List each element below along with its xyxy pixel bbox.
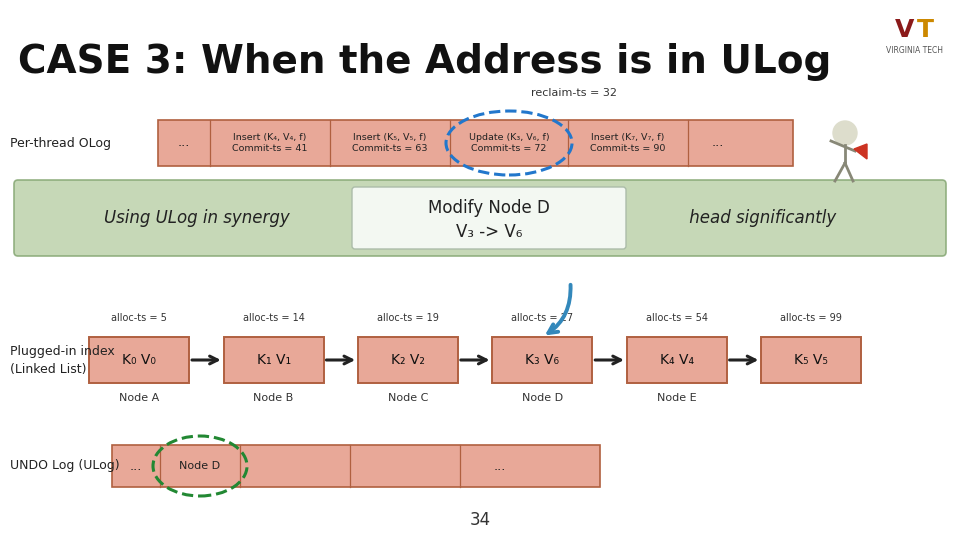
- FancyBboxPatch shape: [352, 187, 626, 249]
- Text: K₀ V₀: K₀ V₀: [122, 353, 156, 367]
- Text: alloc-ts = 54: alloc-ts = 54: [646, 313, 708, 323]
- FancyBboxPatch shape: [627, 337, 727, 383]
- Text: Update (K₃, V₆, f)
Commit-ts = 72: Update (K₃, V₆, f) Commit-ts = 72: [468, 133, 549, 153]
- FancyBboxPatch shape: [224, 337, 324, 383]
- Text: Node B: Node B: [253, 393, 294, 403]
- FancyBboxPatch shape: [492, 337, 592, 383]
- Text: ...: ...: [178, 137, 190, 150]
- Text: alloc-ts = 5: alloc-ts = 5: [111, 313, 167, 323]
- Text: K₅ V₅: K₅ V₅: [794, 353, 828, 367]
- Text: V₃ -> V₆: V₃ -> V₆: [456, 223, 522, 241]
- FancyBboxPatch shape: [14, 180, 946, 256]
- Text: Node C: Node C: [388, 393, 428, 403]
- Text: CASE 3: When the Address is in ULog: CASE 3: When the Address is in ULog: [18, 43, 831, 81]
- Text: Insert (K₄, V₄, f)
Commit-ts = 41: Insert (K₄, V₄, f) Commit-ts = 41: [232, 133, 308, 153]
- FancyBboxPatch shape: [761, 337, 861, 383]
- Text: ...: ...: [711, 137, 724, 150]
- Text: K₂ V₂: K₂ V₂: [391, 353, 425, 367]
- Text: Node D: Node D: [180, 461, 221, 471]
- Text: Node A: Node A: [119, 393, 159, 403]
- Text: Insert (K₅, V₅, f)
Commit-ts = 63: Insert (K₅, V₅, f) Commit-ts = 63: [352, 133, 428, 153]
- Text: reclaim-ts = 32: reclaim-ts = 32: [531, 88, 617, 98]
- Text: 34: 34: [469, 511, 491, 529]
- FancyBboxPatch shape: [89, 337, 189, 383]
- Text: Plugged-in index
(Linked List): Plugged-in index (Linked List): [10, 345, 115, 375]
- Text: K₃ V₆: K₃ V₆: [525, 353, 560, 367]
- Text: Node D: Node D: [522, 393, 563, 403]
- Text: K₁ V₁: K₁ V₁: [256, 353, 291, 367]
- Text: Using ULog in synergy: Using ULog in synergy: [105, 209, 296, 227]
- Text: Per-thread OLog: Per-thread OLog: [10, 137, 111, 150]
- Text: V: V: [896, 18, 915, 42]
- Text: alloc-ts = 27: alloc-ts = 27: [512, 313, 573, 323]
- Text: Node E: Node E: [657, 393, 697, 403]
- Text: alloc-ts = 99: alloc-ts = 99: [780, 313, 842, 323]
- Text: alloc-ts = 19: alloc-ts = 19: [377, 313, 439, 323]
- Text: alloc-ts = 14: alloc-ts = 14: [243, 313, 304, 323]
- Text: UNDO Log (ULog): UNDO Log (ULog): [10, 460, 120, 472]
- Text: Insert (K₇, V₇, f)
Commit-ts = 90: Insert (K₇, V₇, f) Commit-ts = 90: [590, 133, 665, 153]
- Text: T: T: [917, 18, 933, 42]
- Text: ...: ...: [130, 460, 142, 472]
- Polygon shape: [854, 144, 867, 159]
- FancyBboxPatch shape: [358, 337, 458, 383]
- Text: ...: ...: [493, 460, 506, 472]
- Circle shape: [833, 121, 857, 145]
- Text: Modify Node D: Modify Node D: [428, 199, 550, 217]
- FancyBboxPatch shape: [112, 445, 600, 487]
- Text: VIRGINIA TECH: VIRGINIA TECH: [886, 46, 944, 55]
- FancyBboxPatch shape: [158, 120, 793, 166]
- Text: head significantly: head significantly: [684, 209, 836, 227]
- Text: K₄ V₄: K₄ V₄: [660, 353, 694, 367]
